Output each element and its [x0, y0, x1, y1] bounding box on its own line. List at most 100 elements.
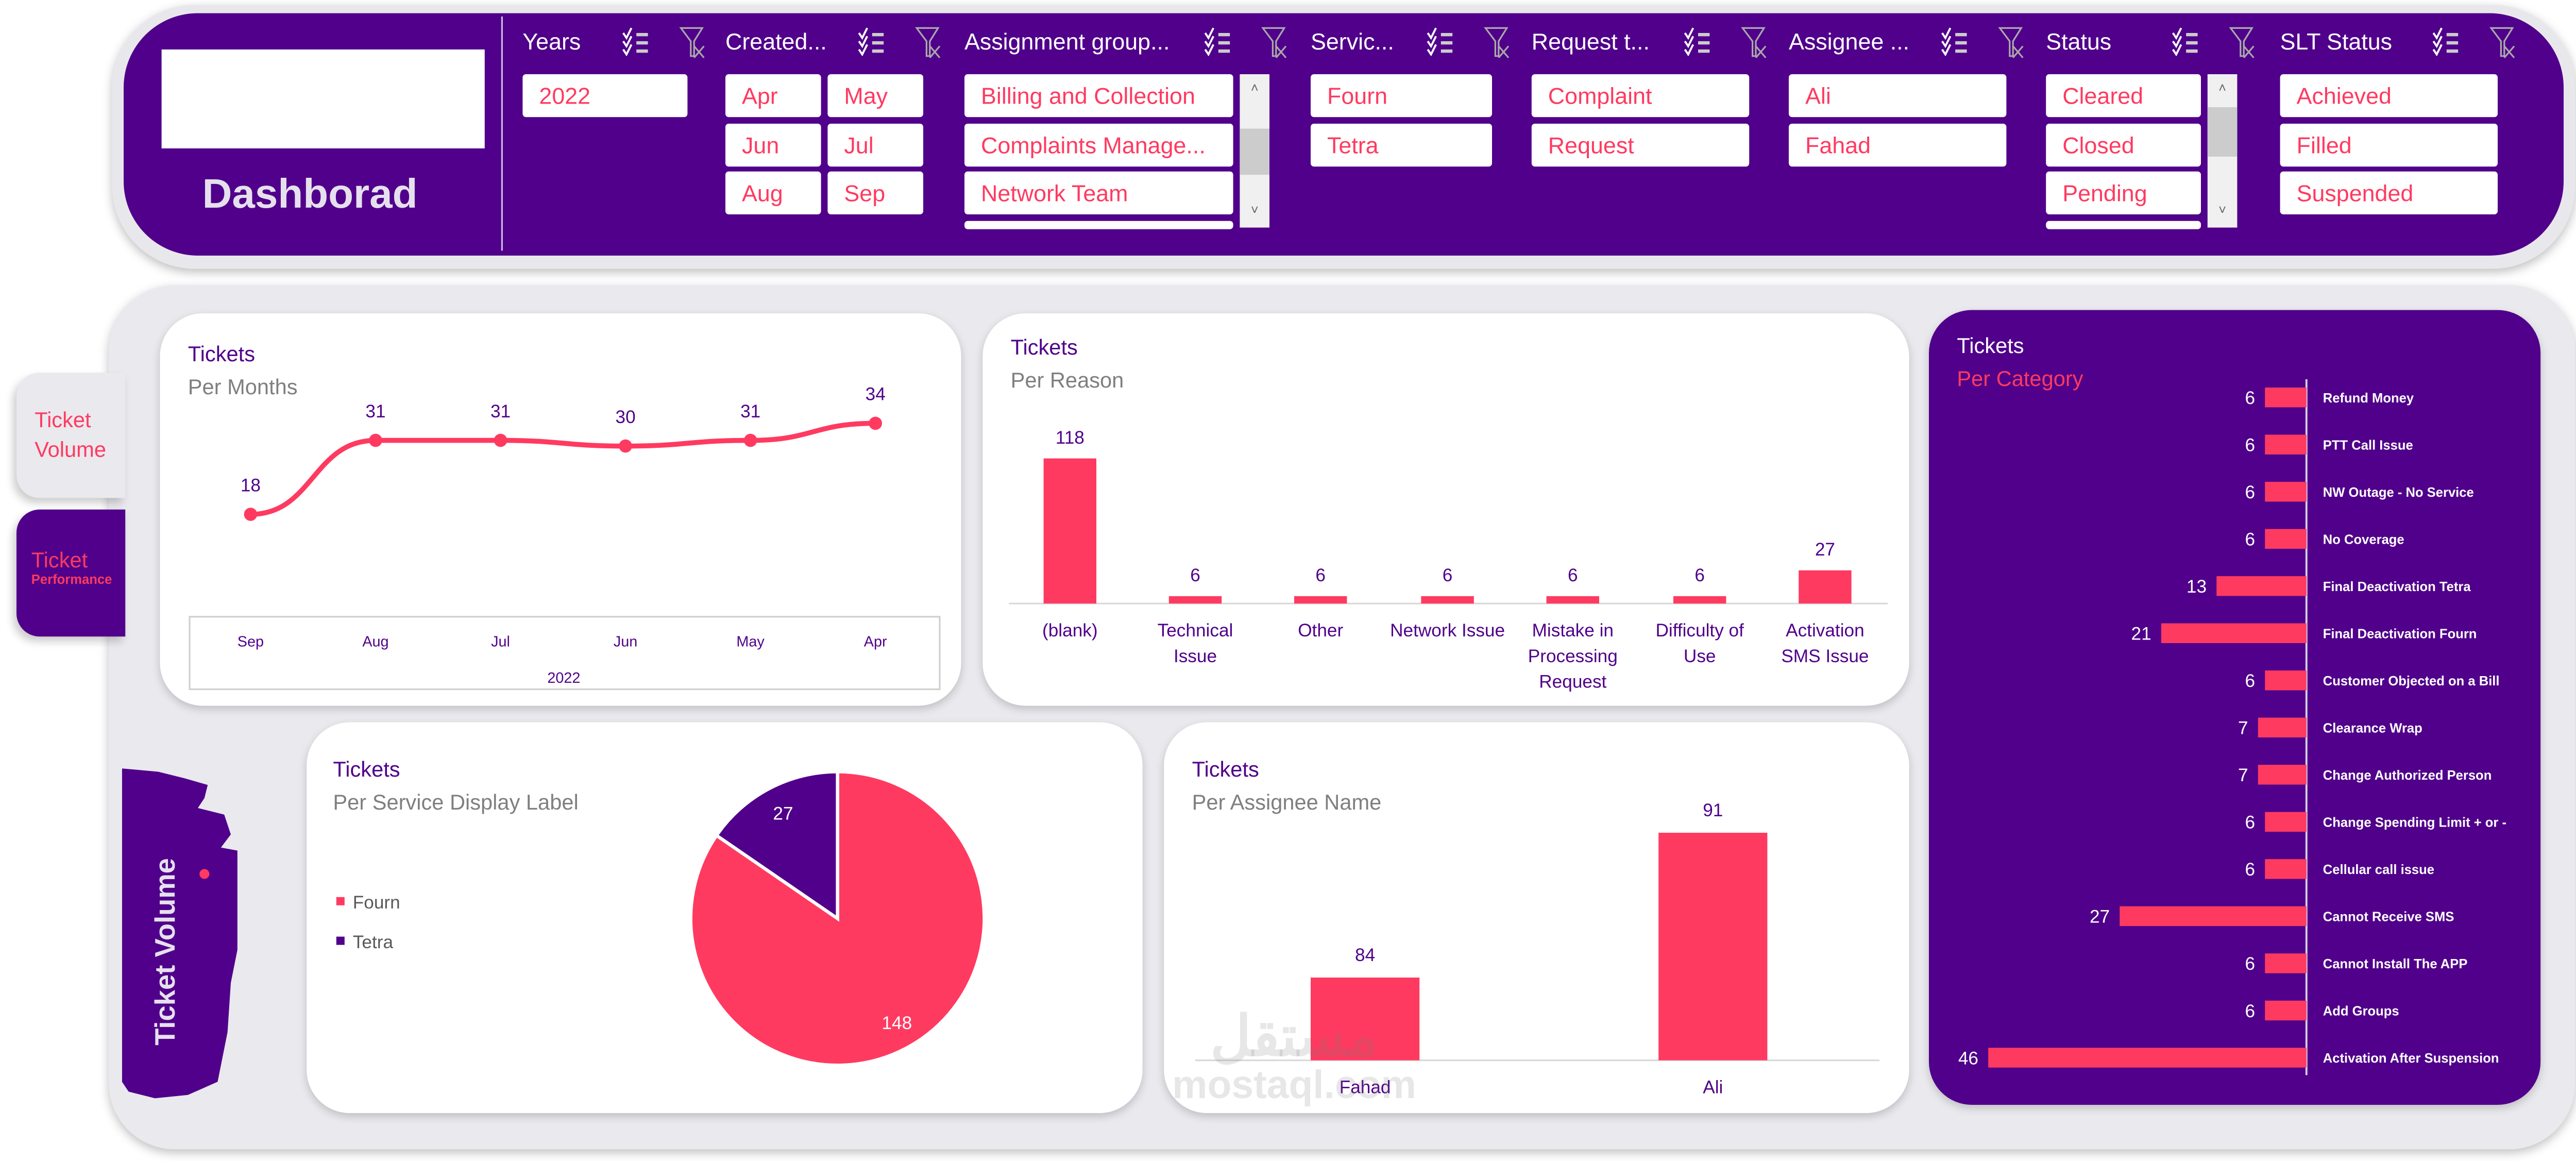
slicer-item[interactable]: Tetra — [1311, 123, 1492, 166]
bar — [1294, 596, 1347, 604]
card-tickets-per-category: Tickets Per Category — [1929, 310, 2541, 1105]
scroll-down-arrow-icon[interactable]: ˅ — [2218, 203, 2227, 218]
data-label: 6 — [2245, 388, 2255, 408]
clear-filter-icon[interactable] — [913, 26, 943, 59]
slicer-item[interactable]: Fahad — [1789, 123, 2007, 166]
clear-filter-icon[interactable] — [1260, 26, 1290, 59]
slicer-item[interactable]: Pending — [2046, 171, 2201, 214]
slicer-created: Created... Apr May Jun Jul Aug Sep — [725, 25, 941, 239]
data-label: 7 — [2238, 718, 2248, 738]
slicer-assignmentgroup: Assignment group... Billing and Collectio… — [964, 25, 1287, 239]
bar — [2265, 482, 2307, 502]
slicer-title: SLT Status — [2280, 28, 2393, 55]
section-label: Ticket Volume — [149, 858, 181, 1046]
y-tick-label: Activation After Suspension — [2323, 1051, 2499, 1066]
scrollbar-thumb[interactable] — [1240, 128, 1269, 175]
data-label: 6 — [2245, 954, 2255, 974]
clear-filter-icon[interactable] — [1482, 26, 1512, 59]
bar — [2258, 765, 2307, 785]
slicer-item[interactable]: May — [827, 74, 923, 117]
slicer-item[interactable]: Aug — [725, 171, 821, 214]
clear-filter-icon[interactable] — [677, 26, 707, 59]
slicer-item[interactable]: Filled — [2280, 123, 2498, 166]
scroll-up-arrow-icon[interactable]: ˄ — [2218, 80, 2227, 96]
slicer-item[interactable]: Achieved — [2280, 74, 2498, 117]
tab-ticket-performance[interactable]: Ticket Performance — [16, 509, 126, 637]
data-point — [369, 433, 382, 447]
slicer-item[interactable]: Network Team — [964, 171, 1233, 214]
bar — [2120, 906, 2307, 927]
slicer-item[interactable]: Billing and Collection — [964, 74, 1233, 117]
slicer-item[interactable] — [964, 220, 1233, 229]
multi-select-checklist-icon[interactable] — [2432, 26, 2462, 57]
slicer-sltstatus: SLT Status Achieved Filled Suspended — [2280, 25, 2515, 239]
data-label: 30 — [616, 407, 636, 427]
bar — [2258, 717, 2307, 738]
slicer-item[interactable]: Jul — [827, 123, 923, 166]
multi-select-checklist-icon[interactable] — [621, 26, 651, 57]
clear-filter-icon[interactable] — [2488, 26, 2518, 59]
multi-select-checklist-icon[interactable] — [1940, 26, 1970, 57]
slicer-item[interactable]: Cleared — [2046, 74, 2201, 117]
tab-ticket-performance-label: Ticket Performance — [31, 547, 112, 587]
chart-title: Tickets — [1957, 333, 2024, 358]
card-tickets-per-assignee: Tickets Per Assignee Name — [1164, 722, 1909, 1113]
bar — [1546, 596, 1599, 604]
slicer-scrollbar[interactable]: ˄ ˅ — [2207, 74, 2238, 228]
bar — [2265, 434, 2307, 455]
tab-ticket-volume[interactable]: Ticket Volume — [16, 373, 126, 498]
chart-title: Tickets — [1010, 334, 1078, 360]
clear-filter-icon[interactable] — [1739, 26, 1769, 59]
y-tick-label: Final Deactivation Tetra — [2323, 580, 2471, 594]
slicer-item[interactable]: Complaint — [1531, 74, 1750, 117]
bar — [1658, 833, 1768, 1061]
multi-select-checklist-icon[interactable] — [1204, 26, 1233, 57]
y-tick-label: No Coverage — [2323, 532, 2404, 547]
bar — [1311, 978, 1420, 1061]
multi-select-checklist-icon[interactable] — [1683, 26, 1713, 57]
bar — [1673, 596, 1726, 604]
multi-select-checklist-icon[interactable] — [2171, 26, 2201, 57]
tab-label-line1: Ticket — [35, 407, 91, 432]
y-tick-label: Cellular call issue — [2323, 863, 2434, 877]
data-label: 21 — [2131, 624, 2151, 644]
slicer-item[interactable]: Fourn — [1311, 74, 1492, 117]
x-tick-label: Mistake in Processing Request — [1528, 620, 1618, 692]
bar — [2265, 529, 2307, 549]
card-tickets-per-reason: Tickets Per Reason — [982, 313, 1909, 706]
bar — [2265, 1000, 2307, 1021]
y-tick-label: Cannot Install The APP — [2323, 957, 2468, 971]
bar — [2161, 623, 2307, 643]
tab-label-line1: Ticket — [31, 547, 88, 573]
data-label: 6 — [2245, 435, 2255, 456]
multi-select-checklist-icon[interactable] — [1426, 26, 1456, 57]
slicer-item[interactable]: 2022 — [522, 74, 688, 117]
scrollbar-thumb[interactable] — [2207, 107, 2238, 157]
slicer-requestt: Request t... Complaint Request — [1531, 25, 1767, 239]
scroll-down-arrow-icon[interactable]: ˅ — [1250, 203, 1259, 218]
scroll-up-arrow-icon[interactable]: ˄ — [1250, 80, 1259, 96]
data-label: 6 — [2245, 860, 2255, 880]
multi-select-checklist-icon[interactable] — [857, 26, 887, 57]
slicer-item[interactable]: Complaints Manage... — [964, 123, 1233, 166]
slicer-item[interactable]: Jun — [725, 123, 821, 166]
data-label: 6 — [2245, 1001, 2255, 1021]
slicer-scrollbar[interactable]: ˄ ˅ — [1240, 74, 1269, 228]
clear-filter-icon[interactable] — [1996, 26, 2026, 59]
data-label: 118 — [1056, 428, 1084, 448]
bar — [2265, 670, 2307, 691]
slicer-item[interactable]: Ali — [1789, 74, 2007, 117]
slicer-item[interactable] — [2046, 220, 2201, 229]
slicer-item[interactable]: Sep — [827, 171, 923, 214]
slicer-item[interactable]: Closed — [2046, 123, 2201, 166]
data-label: 27 — [2090, 907, 2110, 927]
slicer-item[interactable]: Suspended — [2280, 171, 2498, 214]
y-tick-label: Change Spending Limit + or - — [2323, 815, 2506, 830]
logo-placeholder — [161, 49, 485, 148]
chart-title: Tickets — [333, 756, 400, 782]
slicer-item[interactable]: Apr — [725, 74, 821, 117]
x-tick-label: Technical Issue — [1158, 620, 1233, 666]
clear-filter-icon[interactable] — [2227, 26, 2257, 59]
slicer-item[interactable]: Request — [1531, 123, 1750, 166]
